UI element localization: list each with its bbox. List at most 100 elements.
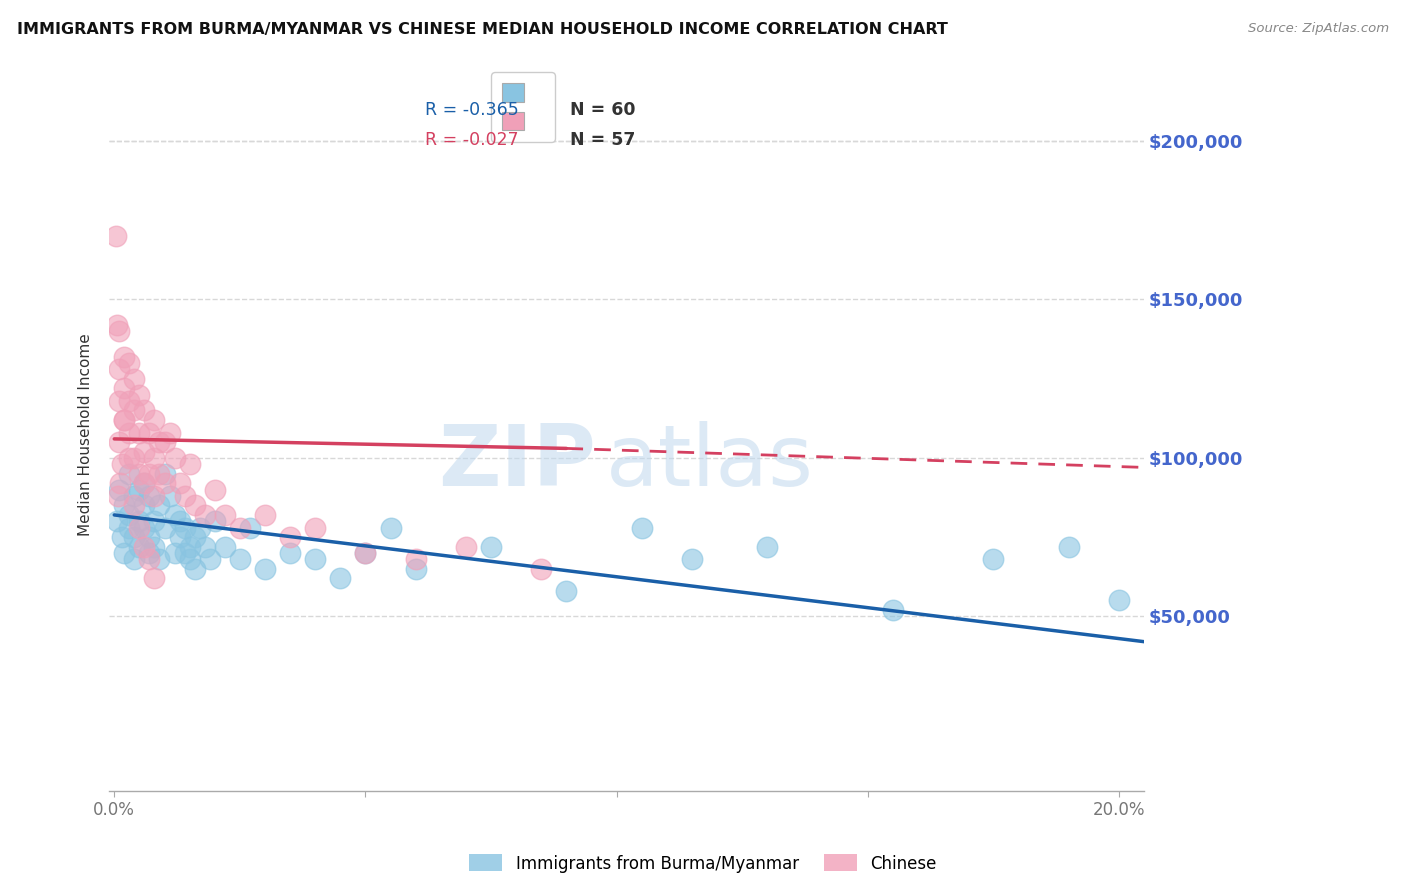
Point xyxy=(134,444,156,458)
Point xyxy=(354,546,377,560)
Point xyxy=(134,476,156,491)
Point xyxy=(253,562,276,576)
Text: N = 57: N = 57 xyxy=(569,131,636,150)
Point xyxy=(118,425,141,440)
Point xyxy=(194,508,217,522)
Point xyxy=(405,562,427,576)
Point xyxy=(153,520,176,534)
Point xyxy=(163,546,186,560)
Point xyxy=(108,435,131,450)
Point xyxy=(124,489,146,503)
Point xyxy=(882,603,904,617)
Point xyxy=(148,467,170,481)
Point xyxy=(128,483,150,497)
Point xyxy=(143,489,166,503)
Point xyxy=(1057,540,1080,554)
Point xyxy=(183,562,205,576)
Point xyxy=(179,552,201,566)
Point xyxy=(118,467,141,481)
Text: R = -0.027: R = -0.027 xyxy=(425,131,519,150)
Point xyxy=(454,540,477,554)
Point xyxy=(111,457,134,471)
Point xyxy=(112,350,135,364)
Point xyxy=(124,499,146,513)
Point xyxy=(148,435,170,450)
Point xyxy=(169,530,191,544)
Point xyxy=(124,450,146,465)
Point xyxy=(239,520,262,534)
Point xyxy=(124,372,146,386)
Point xyxy=(124,552,146,566)
Point xyxy=(173,546,195,560)
Point xyxy=(112,546,135,560)
Point xyxy=(112,381,135,395)
Point xyxy=(134,540,156,554)
Point xyxy=(148,552,170,566)
Point xyxy=(159,489,181,503)
Point xyxy=(183,530,205,544)
Point xyxy=(630,520,652,534)
Point xyxy=(173,520,195,534)
Point xyxy=(138,552,160,566)
Point xyxy=(380,520,402,534)
Text: Source: ZipAtlas.com: Source: ZipAtlas.com xyxy=(1249,22,1389,36)
Point xyxy=(163,508,186,522)
Point xyxy=(112,499,135,513)
Text: IMMIGRANTS FROM BURMA/MYANMAR VS CHINESE MEDIAN HOUSEHOLD INCOME CORRELATION CHA: IMMIGRANTS FROM BURMA/MYANMAR VS CHINESE… xyxy=(17,22,948,37)
Text: R = -0.365: R = -0.365 xyxy=(425,101,519,119)
Point xyxy=(194,540,217,554)
Point xyxy=(278,530,301,544)
Point xyxy=(159,425,181,440)
Point xyxy=(118,508,141,522)
Point xyxy=(118,520,141,534)
Point xyxy=(128,514,150,528)
Point xyxy=(681,552,703,566)
Point xyxy=(128,425,150,440)
Point xyxy=(111,530,134,544)
Point xyxy=(756,540,779,554)
Point xyxy=(253,508,276,522)
Point xyxy=(173,489,195,503)
Point xyxy=(138,425,160,440)
Point xyxy=(128,540,150,554)
Text: atlas: atlas xyxy=(606,421,814,504)
Point xyxy=(128,520,150,534)
Point xyxy=(143,571,166,585)
Point xyxy=(124,403,146,417)
Point xyxy=(128,387,150,401)
Point xyxy=(179,540,201,554)
Point xyxy=(138,467,160,481)
Point xyxy=(108,483,131,497)
Point xyxy=(229,552,252,566)
Point xyxy=(153,476,176,491)
Point xyxy=(104,229,127,244)
Point xyxy=(138,489,160,503)
Point xyxy=(204,483,226,497)
Point xyxy=(143,540,166,554)
Text: ZIP: ZIP xyxy=(437,421,596,504)
Y-axis label: Median Household Income: Median Household Income xyxy=(79,333,93,535)
Point xyxy=(143,450,166,465)
Point xyxy=(479,540,502,554)
Point xyxy=(118,450,141,465)
Point xyxy=(124,530,146,544)
Point xyxy=(134,499,156,513)
Point xyxy=(138,546,160,560)
Point xyxy=(128,467,150,481)
Point xyxy=(134,476,156,491)
Point xyxy=(112,413,135,427)
Legend:  ,  : , xyxy=(492,72,555,142)
Point xyxy=(134,403,156,417)
Point xyxy=(555,584,578,599)
Point xyxy=(983,552,1005,566)
Point xyxy=(118,393,141,408)
Point xyxy=(107,489,129,503)
Point xyxy=(153,467,176,481)
Point xyxy=(204,514,226,528)
Point xyxy=(108,393,131,408)
Point xyxy=(179,457,201,471)
Point xyxy=(118,356,141,370)
Point xyxy=(304,520,326,534)
Point xyxy=(110,476,132,491)
Point xyxy=(530,562,553,576)
